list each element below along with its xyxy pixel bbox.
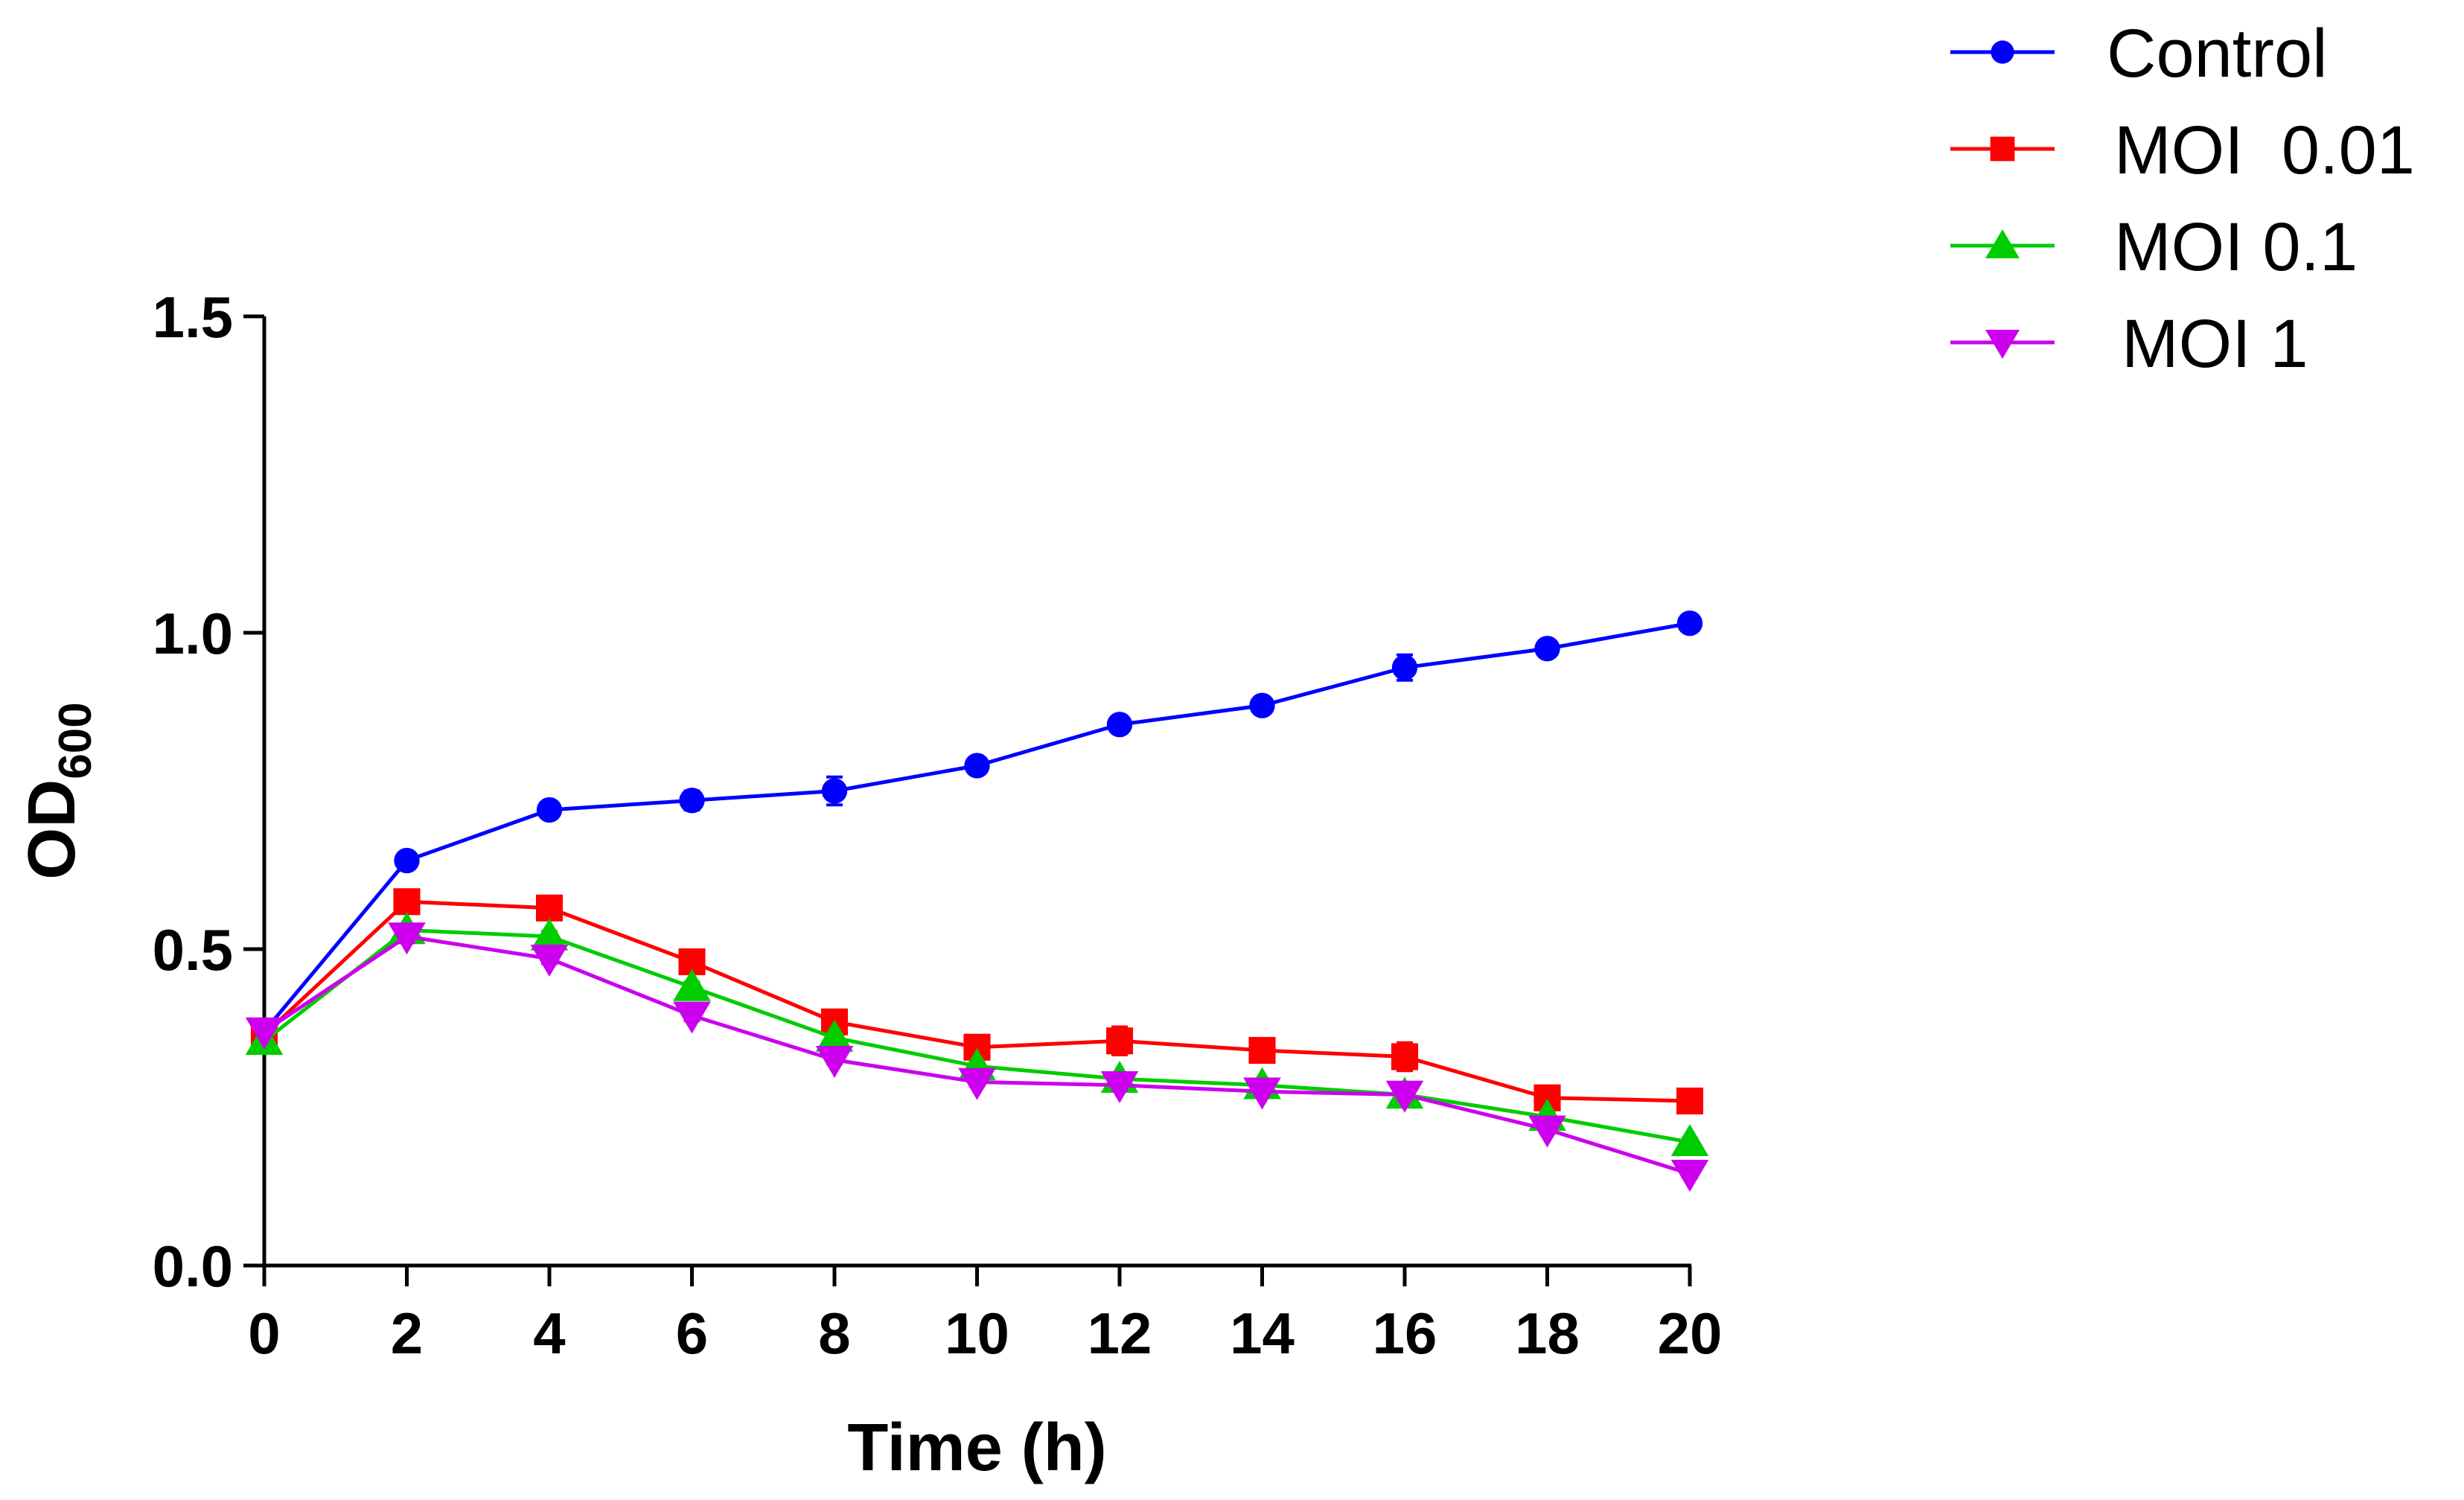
data-point bbox=[1676, 1087, 1704, 1115]
data-point bbox=[1243, 1077, 1281, 1110]
x-tick-label: 4 bbox=[533, 1300, 565, 1366]
data-point bbox=[1676, 610, 1703, 636]
x-tick-label: 2 bbox=[391, 1300, 423, 1366]
data-point bbox=[821, 778, 848, 804]
data-point bbox=[1670, 1124, 1709, 1156]
legend-marker bbox=[1985, 229, 2020, 258]
y-tick-label: 1.0 bbox=[153, 601, 233, 666]
series-moi-1 bbox=[245, 922, 1709, 1192]
data-point bbox=[1385, 1080, 1424, 1113]
y-axis-title: OD600 bbox=[15, 702, 101, 879]
series-line bbox=[263, 621, 1691, 1033]
x-tick-label: 14 bbox=[1230, 1300, 1295, 1366]
x-tick-label: 10 bbox=[945, 1300, 1009, 1366]
legend: Control MOI 0.01 MOI 0.1 MOI 1 bbox=[1950, 16, 2415, 382]
data-point bbox=[1391, 1043, 1419, 1070]
data-point bbox=[815, 1046, 854, 1078]
series-layer bbox=[245, 610, 1709, 1192]
data-point bbox=[530, 918, 569, 951]
legend-item: MOI 0.01 bbox=[1950, 112, 2415, 188]
x-tick-label: 16 bbox=[1373, 1300, 1437, 1366]
x-tick-label: 8 bbox=[818, 1300, 850, 1366]
y-tick-label: 0.5 bbox=[153, 917, 233, 983]
y-tick-label: 0.0 bbox=[153, 1233, 233, 1299]
data-point bbox=[1528, 1115, 1566, 1148]
legend-label: Control bbox=[2107, 16, 2328, 92]
x-tick-label: 20 bbox=[1658, 1300, 1723, 1366]
data-point bbox=[1391, 654, 1418, 680]
legend-marker bbox=[1991, 40, 2014, 64]
x-tick-label: 6 bbox=[676, 1300, 708, 1366]
data-point bbox=[1249, 692, 1275, 718]
x-tick-label: 0 bbox=[248, 1300, 280, 1366]
x-tick-label: 12 bbox=[1088, 1300, 1152, 1366]
legend-item: MOI 0.1 bbox=[1950, 209, 2358, 285]
data-point bbox=[673, 1001, 711, 1034]
legend-marker bbox=[1985, 330, 2020, 359]
data-point bbox=[388, 922, 426, 955]
data-point bbox=[394, 847, 420, 874]
legend-marker bbox=[1990, 136, 2015, 162]
data-point bbox=[1248, 1036, 1276, 1065]
data-point bbox=[535, 894, 564, 922]
data-point bbox=[815, 1019, 854, 1052]
legend-label: MOI 0.1 bbox=[2114, 209, 2358, 285]
data-point bbox=[1105, 1027, 1134, 1055]
data-point bbox=[393, 888, 421, 916]
series-control bbox=[251, 610, 1703, 1044]
x-axis-title: Time (h) bbox=[847, 1411, 1106, 1485]
data-point bbox=[536, 797, 563, 823]
data-point bbox=[673, 968, 711, 1001]
axes: 0.0 0.5 1.0 1.5 0 2 4 6 8 10 12 14 16 18 20 Time (h) OD6… bbox=[15, 284, 1722, 1485]
legend-item: MOI 1 bbox=[1950, 306, 2308, 382]
data-point bbox=[1106, 712, 1133, 738]
data-point bbox=[1534, 636, 1560, 662]
y-tick-label: 1.5 bbox=[153, 284, 233, 350]
legend-item: Control bbox=[1950, 16, 2328, 92]
data-point bbox=[679, 788, 705, 814]
legend-label: MOI 1 bbox=[2122, 306, 2308, 382]
data-point bbox=[958, 1067, 996, 1100]
data-point bbox=[245, 1017, 284, 1050]
x-tick-label: 18 bbox=[1515, 1300, 1580, 1366]
data-point bbox=[1100, 1071, 1139, 1103]
data-point bbox=[530, 945, 569, 977]
data-point bbox=[964, 753, 990, 779]
legend-label: MOI 0.01 bbox=[2114, 112, 2415, 188]
data-point bbox=[1670, 1160, 1709, 1192]
